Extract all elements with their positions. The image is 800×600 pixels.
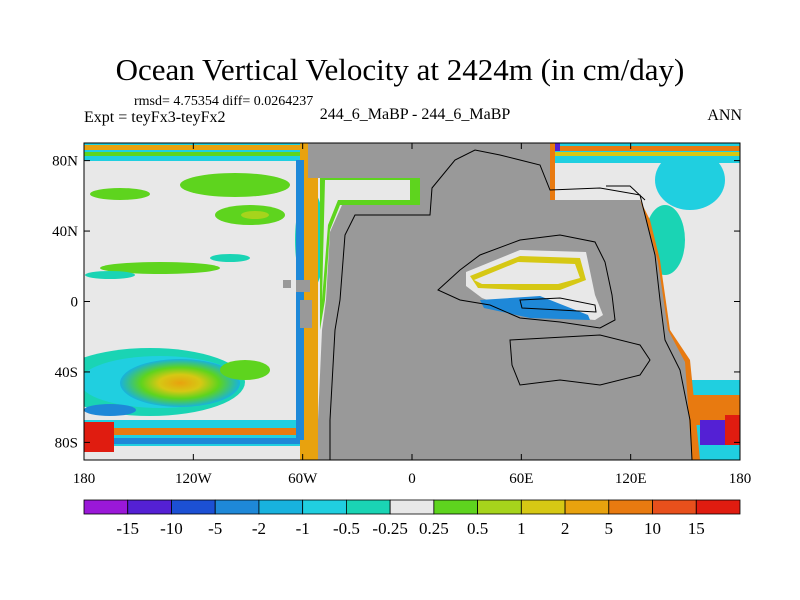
band-segment bbox=[725, 415, 740, 445]
colorbar-box bbox=[695, 499, 741, 515]
rmsd-diff-stats: rmsd= 4.75354 diff= 0.0264237 bbox=[134, 94, 314, 109]
field-patch bbox=[241, 211, 269, 219]
x-tick-label: 180 bbox=[729, 471, 752, 487]
land-fragment bbox=[296, 280, 310, 292]
band-segment bbox=[84, 422, 114, 452]
band-segment bbox=[550, 146, 740, 151]
colorbar-box bbox=[477, 499, 522, 515]
land-fragment bbox=[283, 280, 291, 288]
colorbar-box bbox=[214, 499, 260, 515]
colorbar: -15 -10 -5 -2 -1 -0.5 -0.25 0.25 0.5 1 2 5 10 15 bbox=[83, 499, 741, 538]
colorbar-box bbox=[389, 499, 435, 515]
band-segment bbox=[84, 145, 304, 150]
colorbar-box bbox=[302, 499, 347, 515]
coastline bbox=[509, 334, 651, 386]
colorbar-label: 0.25 bbox=[419, 519, 449, 538]
colorbar-label: 0.5 bbox=[467, 519, 488, 538]
case-label: 244_6_MaBP - 244_6_MaBP bbox=[319, 106, 511, 123]
colorbar-box bbox=[345, 499, 391, 515]
colorbar-label: 2 bbox=[561, 519, 570, 538]
coastline bbox=[606, 185, 646, 201]
y-tick-label: 40S bbox=[55, 365, 78, 381]
field-patch bbox=[180, 173, 290, 197]
band-segment bbox=[84, 446, 304, 460]
y-tick-label: 0 bbox=[71, 295, 79, 311]
colorbar-box bbox=[520, 499, 566, 515]
colorbar-label: 10 bbox=[644, 519, 661, 538]
field-patch bbox=[220, 360, 270, 380]
field-patch bbox=[90, 188, 150, 200]
x-tick-label: 0 bbox=[408, 471, 416, 487]
season-label: ANN bbox=[707, 107, 742, 124]
warm-anomaly bbox=[120, 359, 240, 407]
band-segment bbox=[84, 428, 304, 435]
land-masses bbox=[283, 143, 692, 460]
colorbar-label: -1 bbox=[296, 519, 310, 538]
colorbar-box bbox=[433, 499, 479, 515]
band-segment bbox=[84, 152, 304, 156]
band-segment bbox=[555, 152, 740, 156]
y-tick-label: 80S bbox=[55, 435, 78, 451]
colorbar-label: 5 bbox=[605, 519, 614, 538]
plot-title: Ocean Vertical Velocity at 2424m (in cm/… bbox=[115, 52, 685, 87]
field-patch bbox=[85, 271, 135, 279]
y-tick-label: 40N bbox=[52, 224, 78, 240]
colorbar-box bbox=[127, 499, 172, 515]
land-fragment bbox=[300, 300, 312, 328]
inner-sea-band bbox=[480, 296, 590, 320]
colorbar-label: -0.5 bbox=[333, 519, 360, 538]
y-axis: 80N 40N 0 40S 80S bbox=[52, 154, 740, 451]
colorbar-label: -10 bbox=[160, 519, 183, 538]
colorbar-label: 1 bbox=[517, 519, 526, 538]
north-boundary-band bbox=[84, 143, 740, 163]
colorbar-label: -0.25 bbox=[372, 519, 407, 538]
x-tick-label: 60W bbox=[288, 471, 318, 487]
colorbar-box bbox=[258, 499, 304, 515]
colorbar-box bbox=[652, 499, 697, 515]
field-patch bbox=[100, 262, 220, 274]
colorbar-label: -5 bbox=[208, 519, 222, 538]
x-tick-label: 60E bbox=[509, 471, 533, 487]
y-tick-label: 80N bbox=[52, 154, 78, 170]
colorbar-box bbox=[564, 499, 610, 515]
coastlines bbox=[329, 149, 693, 460]
colorbar-box bbox=[608, 499, 653, 515]
field-patch bbox=[84, 404, 136, 416]
colorbar-label: -15 bbox=[116, 519, 139, 538]
coastline bbox=[329, 149, 693, 460]
experiment-label: Expt = teyFx3-teyFx2 bbox=[84, 109, 226, 126]
x-tick-label: 180 bbox=[73, 471, 96, 487]
colorbar-label: -2 bbox=[252, 519, 266, 538]
coastline bbox=[519, 297, 597, 313]
x-tick-label: 120E bbox=[615, 471, 647, 487]
x-tick-label: 120W bbox=[175, 471, 213, 487]
inner-sea-band bbox=[474, 262, 580, 284]
coastal-band bbox=[322, 180, 410, 300]
x-axis: 180 120W 60W 0 60E 120E 180 bbox=[73, 143, 752, 487]
south-boundary-band bbox=[84, 380, 740, 460]
colorbar-box bbox=[83, 499, 129, 515]
coastline bbox=[437, 234, 616, 329]
band-segment bbox=[84, 438, 304, 444]
field-patch bbox=[655, 150, 725, 210]
field-patch bbox=[210, 254, 250, 262]
colorbar-label: 15 bbox=[688, 519, 705, 538]
colorbar-box bbox=[171, 499, 216, 515]
